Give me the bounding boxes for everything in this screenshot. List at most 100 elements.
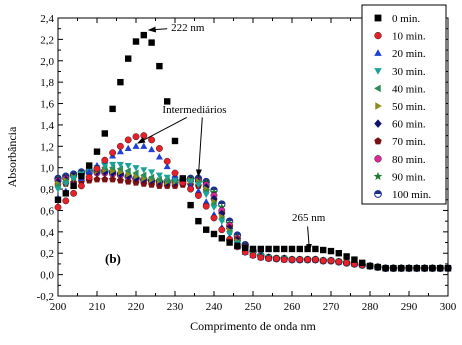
data-point — [86, 162, 93, 169]
data-point — [288, 256, 296, 264]
data-point — [109, 105, 116, 113]
data-point — [163, 174, 171, 181]
axis-ticks: 200 210 220 230 240 250 260 270 280 290 300 -0,2 0,0… — [37, 13, 457, 313]
data-point — [257, 254, 265, 261]
legend-label: 50 min. — [392, 101, 426, 113]
data-point — [85, 168, 93, 175]
x-tick-label: 240 — [206, 301, 223, 313]
data-point — [319, 257, 327, 265]
data-point — [374, 263, 381, 271]
y-tick-label: -0,2 — [37, 291, 54, 303]
data-point — [335, 250, 342, 257]
data-point — [62, 197, 70, 205]
data-point — [429, 265, 436, 272]
legend-entry: 50 min. — [375, 101, 426, 113]
data-point — [210, 194, 218, 203]
data-point — [140, 132, 148, 140]
data-point — [234, 242, 241, 249]
data-point — [124, 162, 132, 170]
data-point — [187, 201, 194, 209]
x-tick-label: 260 — [284, 301, 301, 313]
y-tick-label: 2,4 — [40, 13, 54, 25]
data-point — [194, 182, 202, 189]
legend-marker — [374, 137, 382, 145]
legend-label: 20 min. — [392, 48, 426, 60]
data-point — [171, 137, 179, 145]
legend-entry: 0 min. — [374, 13, 420, 25]
data-point — [155, 175, 162, 183]
data-point — [147, 173, 155, 181]
annotation-arrow — [195, 117, 203, 178]
data-point — [132, 169, 139, 177]
data-point — [85, 173, 93, 181]
y-tick-label: 1,4 — [40, 120, 54, 132]
data-point — [265, 245, 272, 253]
data-point — [155, 145, 163, 152]
legend-marker — [374, 68, 382, 75]
legend: 0 min. 10 min. 20 min. 30 min. 40 min. 50 min… — [361, 4, 447, 205]
data-point — [398, 265, 405, 272]
data-point — [187, 179, 195, 186]
data-point — [179, 175, 186, 182]
data-point — [62, 181, 70, 188]
data-point — [116, 165, 123, 173]
x-tick-label: 300 — [440, 301, 457, 313]
legend-label: 0 min. — [392, 13, 420, 25]
legend-label: 40 min. — [392, 83, 426, 95]
legend-label: 60 min. — [392, 119, 426, 131]
legend-marker — [374, 119, 382, 128]
data-point — [117, 78, 124, 86]
data-point — [124, 167, 131, 175]
data-point — [272, 255, 280, 262]
data-point — [390, 265, 397, 272]
data-point — [78, 173, 85, 180]
y-tick-label: 0,6 — [40, 205, 54, 217]
annotation-arrow — [137, 116, 187, 144]
x-tick-label: 270 — [323, 301, 340, 313]
y-tick-label: 2,0 — [40, 56, 54, 68]
data-point — [320, 246, 327, 254]
data-point — [155, 153, 163, 160]
data-point — [280, 256, 288, 264]
data-point — [273, 245, 280, 253]
data-point — [164, 98, 171, 105]
data-point — [70, 189, 78, 197]
data-point — [296, 245, 303, 253]
legend-label: 70 min. — [392, 136, 426, 148]
data-point — [140, 142, 148, 149]
data-point — [226, 239, 233, 246]
y-axis-title: Absorbância — [5, 126, 19, 187]
legend-marker — [373, 171, 383, 181]
series-0-min- — [54, 31, 452, 272]
data-marks — [53, 31, 453, 273]
data-point — [312, 245, 319, 253]
data-point — [327, 257, 335, 265]
data-point — [202, 198, 210, 205]
data-point — [210, 230, 218, 238]
legend-label: 80 min. — [392, 154, 426, 166]
data-point — [62, 190, 69, 197]
x-tick-label: 210 — [89, 301, 106, 313]
data-point — [171, 176, 179, 184]
data-point — [194, 192, 202, 199]
legend-label: 100 min. — [392, 189, 431, 201]
data-point — [171, 169, 179, 177]
data-point — [304, 256, 311, 264]
data-point — [70, 182, 77, 190]
y-tick-label: 0,0 — [40, 270, 54, 282]
data-point — [93, 148, 101, 155]
x-tick-label: 230 — [167, 301, 184, 313]
data-point — [116, 161, 124, 169]
data-point — [335, 258, 343, 266]
legend-marker — [374, 155, 382, 163]
data-point — [359, 259, 366, 267]
data-point — [202, 191, 210, 199]
data-point — [218, 235, 225, 242]
data-point — [116, 147, 124, 155]
data-point — [101, 175, 109, 183]
data-point — [54, 177, 62, 186]
data-point — [54, 203, 62, 211]
data-point — [132, 142, 140, 149]
data-point — [311, 256, 319, 264]
